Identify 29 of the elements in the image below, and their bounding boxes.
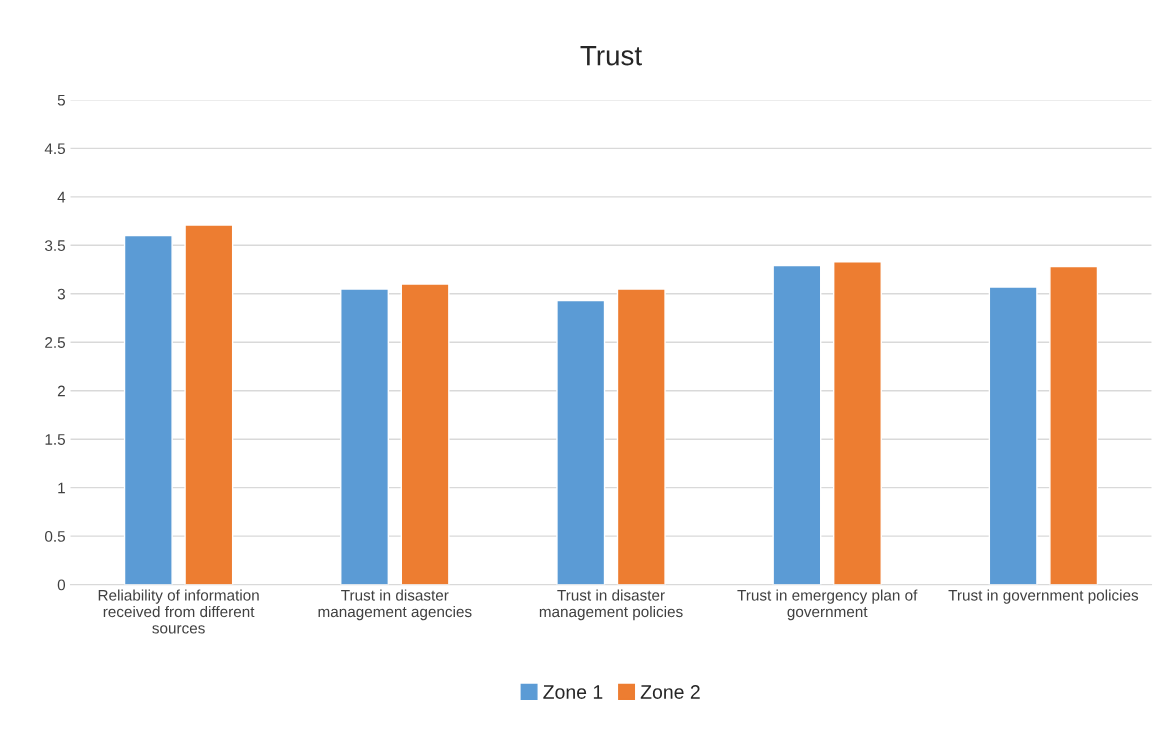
y-tick-label: 3.5 [44, 240, 65, 251]
y-tick-label: 2 [57, 385, 65, 397]
chart-title: Trust [580, 46, 642, 66]
legend-label: Zone 2 [640, 685, 700, 699]
bar [832, 261, 882, 585]
bar [123, 234, 173, 585]
bar [772, 264, 822, 585]
y-tick-label: 3 [57, 288, 65, 300]
y-tick-label: 2.5 [45, 337, 65, 348]
bar [556, 299, 606, 585]
bar [340, 288, 390, 585]
bar [400, 283, 450, 585]
y-tick-label: 0 [57, 579, 66, 591]
bar [184, 224, 234, 585]
bar [1049, 265, 1099, 585]
y-tick-label: 1 [58, 482, 65, 494]
legend-label: Zone 1 [543, 685, 603, 699]
bar [616, 288, 666, 585]
x-tick-label: Trust in government policies [948, 589, 1139, 604]
y-tick-label: 1.5 [45, 434, 65, 445]
x-tick-label: Trust in disaster management policies [539, 589, 683, 621]
y-tick-label: 4 [57, 191, 66, 203]
y-tick-label: 0.5 [45, 531, 65, 542]
x-tick-label: Trust in disaster management agencies [318, 589, 472, 621]
x-tick-label: Reliability of information received from different sources [98, 589, 259, 634]
y-tick-label: 5 [57, 94, 65, 106]
y-tick-label: 4.5 [44, 143, 65, 155]
x-tick-label: Trust in emergency plan of government [737, 589, 918, 621]
bar [988, 286, 1038, 585]
